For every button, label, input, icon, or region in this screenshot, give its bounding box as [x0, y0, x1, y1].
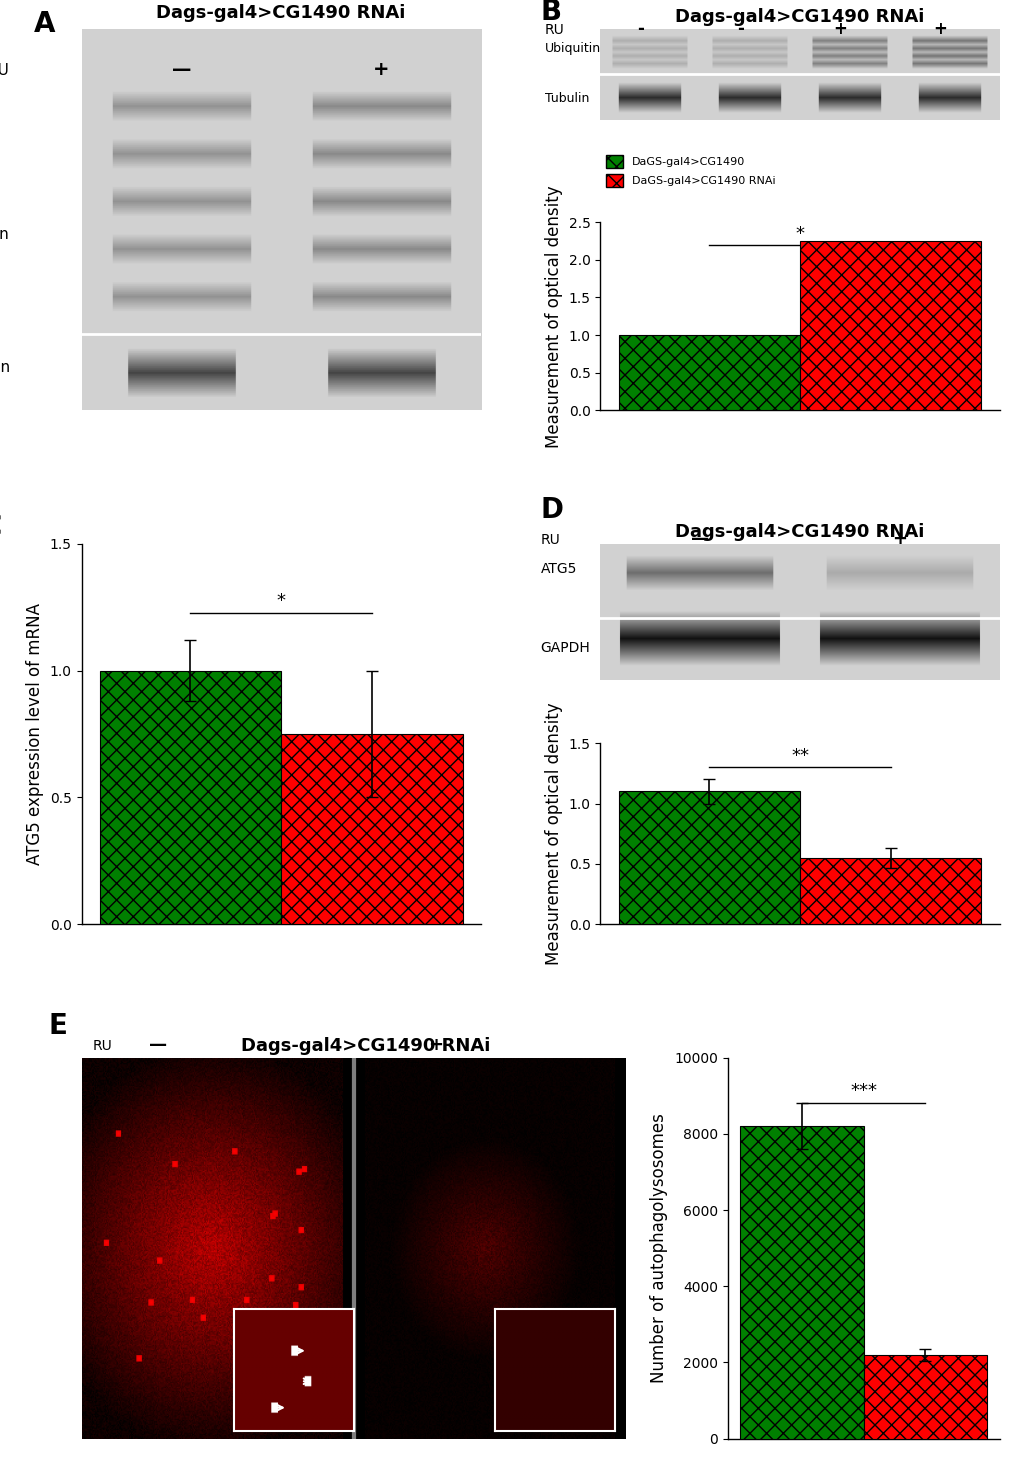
Bar: [863, 1355, 986, 1439]
Bar: [100, 671, 281, 925]
Text: *: *: [276, 592, 285, 609]
Text: +: +: [932, 21, 946, 38]
Text: *: *: [795, 225, 804, 244]
Text: -: -: [736, 21, 743, 38]
Text: RU: RU: [544, 23, 564, 37]
Bar: [281, 734, 463, 925]
Text: D: D: [540, 496, 564, 524]
Bar: [799, 857, 980, 925]
Text: GAPDH: GAPDH: [540, 642, 590, 655]
Bar: [618, 335, 799, 410]
Text: B: B: [540, 0, 561, 26]
Text: —: —: [691, 530, 708, 548]
Text: Ubiquitin: Ubiquitin: [0, 228, 10, 242]
Text: +: +: [372, 60, 389, 79]
Text: —: —: [149, 1036, 167, 1054]
Title: Dags-gal4>CG1490 RNAi: Dags-gal4>CG1490 RNAi: [675, 523, 924, 540]
Text: +: +: [833, 21, 846, 38]
Y-axis label: Measurement of optical density: Measurement of optical density: [545, 703, 562, 964]
Text: ATG5: ATG5: [540, 562, 577, 577]
Text: +: +: [892, 530, 907, 548]
Y-axis label: ATG5 expression level of mRNA: ATG5 expression level of mRNA: [26, 603, 44, 865]
Text: RU: RU: [93, 1039, 112, 1053]
Text: A: A: [34, 10, 55, 38]
Bar: [739, 1126, 863, 1439]
Bar: [618, 791, 799, 925]
Text: ***: ***: [849, 1082, 876, 1100]
Legend: DaGS-gal4>CG1490, DaGS-gal4>CG1490 RNAi: DaGS-gal4>CG1490, DaGS-gal4>CG1490 RNAi: [605, 154, 774, 188]
Text: E: E: [49, 1011, 68, 1039]
Text: RU: RU: [540, 533, 559, 546]
Text: Ubiquitin: Ubiquitin: [544, 43, 600, 54]
Text: Tubulin: Tubulin: [544, 91, 588, 104]
Text: Tubulin: Tubulin: [0, 360, 10, 376]
Y-axis label: Measurement of optical density: Measurement of optical density: [545, 185, 562, 448]
Text: —: —: [171, 60, 191, 79]
Y-axis label: Number of autophagolysosomes: Number of autophagolysosomes: [650, 1113, 667, 1383]
Text: RU: RU: [0, 63, 10, 78]
Text: **: **: [791, 747, 808, 765]
Title:     Dags-gal4>CG1490 RNAi: Dags-gal4>CG1490 RNAi: [216, 1036, 490, 1055]
Text: -: -: [636, 21, 643, 38]
Bar: [799, 241, 980, 410]
Text: +: +: [427, 1036, 442, 1054]
Title: Dags-gal4>CG1490 RNAi: Dags-gal4>CG1490 RNAi: [675, 9, 924, 26]
Title: Dags-gal4>CG1490 RNAi: Dags-gal4>CG1490 RNAi: [156, 4, 406, 22]
Text: C: C: [0, 514, 2, 542]
